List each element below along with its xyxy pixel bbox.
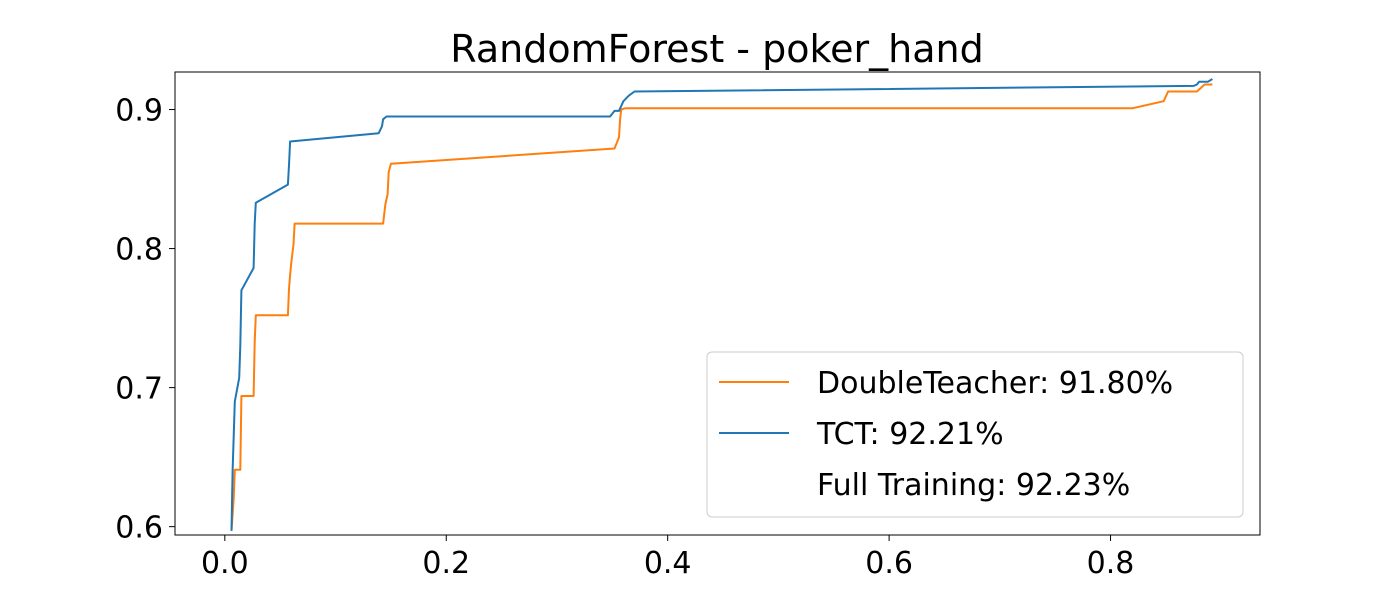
plot-frame	[174, 71, 1261, 536]
x-tick-label: 0.6	[865, 546, 913, 581]
chart-title: RandomForest - poker_hand	[450, 27, 983, 71]
legend-label-0: DoubleTeacher: 91.80%	[817, 366, 1173, 401]
legend-box	[706, 351, 1244, 518]
series-line-0	[230, 83, 1213, 531]
x-tick-label: 0.4	[644, 546, 692, 581]
x-tick-label: 0.0	[201, 546, 249, 581]
y-tick-label: 0.7	[115, 372, 163, 407]
y-tick-label: 0.9	[115, 94, 163, 129]
series-line-1	[230, 78, 1213, 531]
x-tick-label: 0.8	[1087, 546, 1135, 581]
y-tick-label: 0.8	[115, 233, 163, 268]
legend-label-1: TCT: 92.21%	[816, 417, 1004, 452]
legend-label-2: Full Training: 92.23%	[817, 468, 1130, 503]
legend: DoubleTeacher: 91.80% TCT: 92.21% Full Tra…	[706, 351, 1244, 518]
y-tick-label: 0.6	[115, 511, 163, 546]
axes: 0.0 0.2 0.4 0.6 0.8 0.6 0.7 0.8 0.9	[115, 71, 1261, 581]
x-tick-label: 0.2	[422, 546, 470, 581]
plot-area	[230, 78, 1213, 531]
